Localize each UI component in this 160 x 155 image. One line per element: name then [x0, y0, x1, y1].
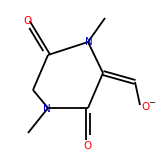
- Text: O: O: [23, 16, 31, 26]
- Text: O: O: [141, 102, 149, 112]
- Text: O: O: [84, 141, 92, 151]
- Text: −: −: [148, 98, 156, 108]
- Text: N: N: [43, 104, 51, 114]
- Text: N: N: [85, 37, 93, 47]
